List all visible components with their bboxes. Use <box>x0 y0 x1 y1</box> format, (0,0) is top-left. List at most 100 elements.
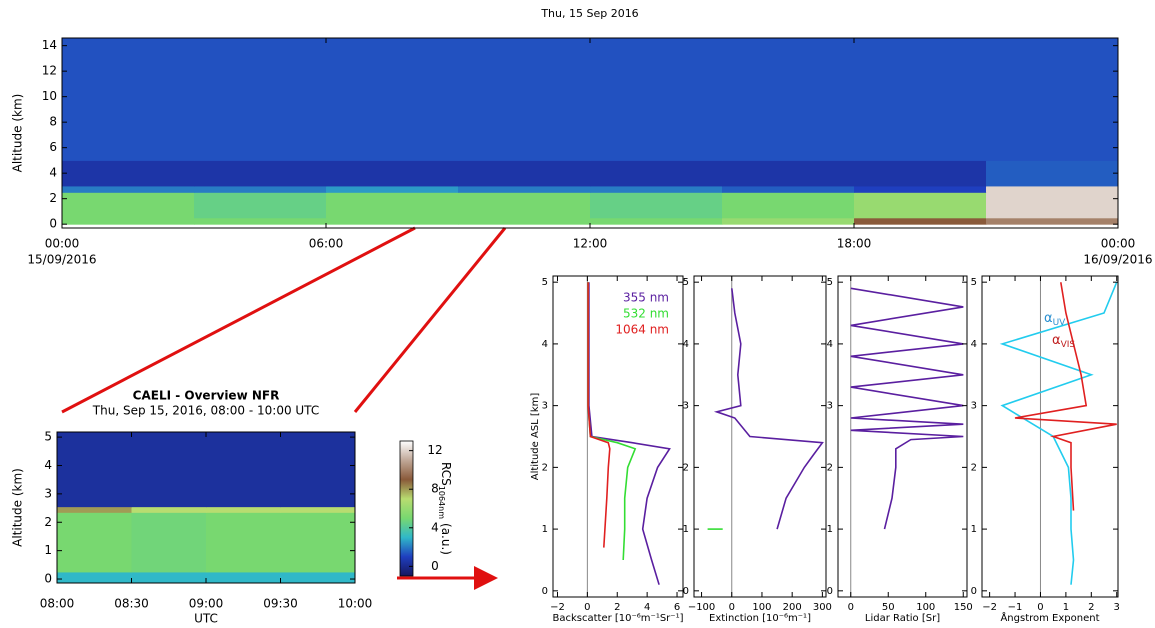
x-tick-sublabel: 15/09/2016 <box>27 253 96 267</box>
x-axis-label: UTC <box>194 612 218 626</box>
y-tick-label: 3 <box>44 486 52 500</box>
x-axis-label: Extinction [10⁻⁶m⁻¹] <box>709 613 811 624</box>
heat-cell <box>206 432 281 508</box>
x-tick-label: 50 <box>882 602 895 613</box>
heat-cell <box>57 432 132 508</box>
y-tick-label: 6 <box>49 140 57 154</box>
plot-frame <box>552 275 684 598</box>
x-axis-label: Lidar Ratio [Sr] <box>865 613 940 624</box>
heat-cell <box>194 38 327 161</box>
x-axis-label: Backscatter [10⁻⁶m⁻¹Sr⁻¹] <box>553 613 684 624</box>
heat-cell <box>194 160 327 187</box>
heat-cell <box>280 432 355 508</box>
colorbar <box>399 440 414 577</box>
heat-cell <box>62 217 195 225</box>
heat-cell <box>131 432 207 508</box>
y-tick-label: 4 <box>542 339 548 350</box>
colorbar-label-unit: (a.u.) <box>440 523 454 555</box>
heat-cell <box>854 185 987 193</box>
annotation-text: α <box>1044 311 1053 326</box>
heat-cell <box>326 217 459 225</box>
y-tick-label: 4 <box>44 458 52 472</box>
x-tick-label: −1 <box>1008 602 1023 613</box>
y-tick-label: 0 <box>44 572 52 586</box>
x-tick-label: 3 <box>1114 602 1120 613</box>
y-tick-label: 1 <box>683 524 689 535</box>
heat-cell <box>57 571 132 583</box>
colorbar-tick-label: 8 <box>431 482 439 496</box>
heat-cell <box>590 38 723 161</box>
plot-area <box>586 276 671 597</box>
x-tick-label: −2 <box>550 602 565 613</box>
heat-cell <box>458 38 591 161</box>
heat-cell <box>326 160 459 187</box>
x-tick-label: 12:00 <box>573 237 608 251</box>
profile-line <box>999 281 1118 585</box>
x-tick-sublabel: 16/09/2016 <box>1083 253 1152 267</box>
x-tick-label: 100 <box>916 602 935 613</box>
heat-cell <box>986 38 1118 161</box>
y-tick-label: 5 <box>827 277 833 288</box>
x-axis-label: Ångstrom Exponent <box>1000 611 1099 624</box>
y-tick-label: 5 <box>542 277 548 288</box>
legend-entry: 532 nm <box>623 307 669 321</box>
heat-cell <box>854 160 987 187</box>
profile-line <box>587 282 611 548</box>
colorbar-tick-label: 0 <box>431 559 439 573</box>
heat-cell <box>206 571 281 583</box>
heat-cell <box>854 192 987 219</box>
heat-cell <box>62 38 195 161</box>
x-tick-label: 200 <box>783 602 802 613</box>
heat-cell <box>62 160 195 187</box>
colorbar-label-main: RCS <box>440 462 454 486</box>
colorbar-label-sub: 1064nm <box>438 486 447 519</box>
annotation-sub: UV <box>1053 318 1067 328</box>
y-tick-label: 2 <box>542 462 548 473</box>
heat-cell <box>206 512 281 573</box>
heat-cell <box>986 160 1118 187</box>
x-tick-label: 00:00 <box>45 237 80 251</box>
annotation: αUV <box>1044 311 1066 328</box>
heat-cell <box>722 160 855 187</box>
heat-cell <box>206 506 281 513</box>
x-tick-label: 0 <box>1037 602 1043 613</box>
profile-line <box>850 287 964 530</box>
x-tick-label: 4 <box>644 602 650 613</box>
y-tick-label: 2 <box>49 191 57 205</box>
y-tick-label: 2 <box>827 462 833 473</box>
y-tick-label: 0 <box>49 217 57 231</box>
colorbar-label: RCS1064nm (a.u.) <box>438 462 454 555</box>
y-tick-label: 1 <box>971 524 977 535</box>
y-tick-label: 4 <box>827 339 833 350</box>
y-tick-label: 3 <box>971 401 977 412</box>
plot-frame <box>693 275 827 598</box>
y-tick-label: 0 <box>827 586 833 597</box>
annotation-sub: VIS <box>1061 340 1076 350</box>
heat-cell <box>986 185 1118 193</box>
x-tick-label: 06:00 <box>309 237 344 251</box>
profile-line <box>713 288 824 530</box>
legend-entry: 1064 nm <box>615 323 669 337</box>
heat-cell <box>590 160 723 187</box>
x-tick-label: 1 <box>1063 602 1069 613</box>
x-tick-label: 0 <box>584 602 590 613</box>
y-tick-label: 1 <box>44 543 52 557</box>
plot-area <box>707 276 824 597</box>
heat-cell <box>458 217 591 225</box>
y-tick-label: 4 <box>971 339 977 350</box>
heat-cell <box>458 185 591 193</box>
x-tick-label: 2 <box>614 602 620 613</box>
annotation: αVIS <box>1052 333 1075 350</box>
heat-cell <box>986 192 1118 219</box>
x-tick-label: 10:00 <box>338 597 373 611</box>
x-tick-label: 300 <box>813 602 832 613</box>
y-tick-label: 2 <box>683 462 689 473</box>
chart-title: Thu, 15 Sep 2016 <box>540 7 638 20</box>
heat-cell <box>590 192 723 219</box>
heat-cell <box>326 38 459 161</box>
heat-cell <box>326 192 459 219</box>
heat-cell <box>986 217 1118 225</box>
y-tick-label: 0 <box>683 586 689 597</box>
y-tick-label: 2 <box>971 462 977 473</box>
